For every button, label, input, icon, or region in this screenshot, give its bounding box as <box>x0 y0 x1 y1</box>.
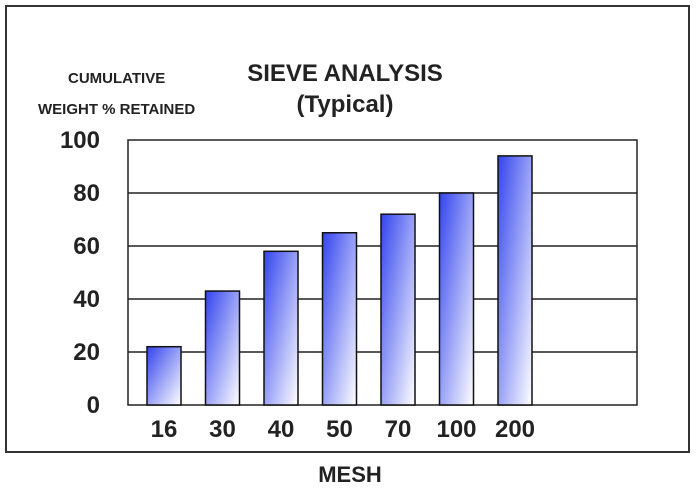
x-tick-labels: 16 30 40 50 70 100 200 <box>151 416 535 443</box>
y-tick-label: 60 <box>73 233 100 260</box>
bar <box>204 290 241 406</box>
y-axis-label-line-2: WEIGHT % RETAINED <box>38 101 196 118</box>
x-tick-label: 200 <box>495 416 535 443</box>
bars <box>146 155 533 406</box>
y-tick-label: 80 <box>73 180 100 207</box>
y-tick-label: 0 <box>87 392 100 419</box>
x-tick-label: 16 <box>151 416 178 443</box>
y-tick-label: 40 <box>73 286 100 313</box>
x-axis-label: MESH <box>318 462 382 487</box>
x-tick-label: 70 <box>385 416 412 443</box>
bar <box>321 232 358 406</box>
bar <box>263 250 299 406</box>
y-axis-label-line-1: CUMULATIVE <box>68 70 166 87</box>
y-tick-labels: 0 20 40 60 80 100 <box>60 127 100 419</box>
x-tick-label: 30 <box>209 416 236 443</box>
chart-title: SIEVE ANALYSIS <box>247 60 443 87</box>
chart-subtitle: (Typical) <box>296 91 394 118</box>
y-tick-label: 20 <box>73 339 100 366</box>
x-tick-label: 40 <box>268 416 295 443</box>
y-tick-label: 100 <box>60 127 100 154</box>
x-tick-label: 100 <box>436 416 476 443</box>
bar <box>497 155 533 406</box>
bar <box>146 345 182 406</box>
bar <box>380 213 416 406</box>
chart-frame <box>5 5 690 453</box>
bar <box>438 192 475 406</box>
x-tick-label: 50 <box>326 416 353 443</box>
